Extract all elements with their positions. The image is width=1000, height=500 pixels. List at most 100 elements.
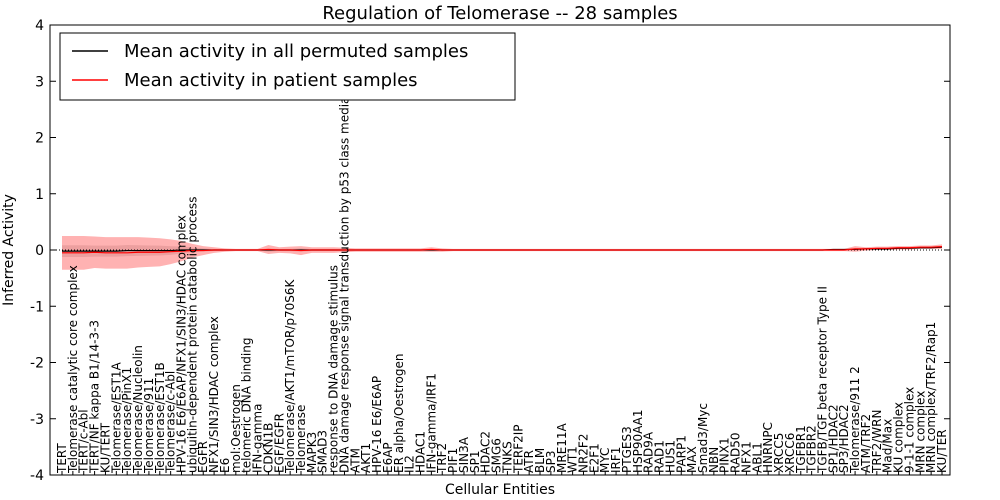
x-tick-label: MRN complex/TRF2/Rap1: [924, 322, 938, 473]
x-tick-label: TERT/c-Abl: [77, 409, 91, 474]
x-tick-label: TGFBR1: [794, 425, 808, 474]
x-tick-label: WT1: [566, 446, 580, 473]
y-tick-label: -2: [30, 356, 44, 372]
x-tick-label: MYC: [598, 448, 612, 473]
x-tick-label: KU complex: [892, 402, 906, 473]
x-tick-label: MAPK3: [305, 432, 319, 473]
y-tick-label: -3: [30, 412, 44, 428]
y-tick-label: 1: [35, 187, 44, 203]
x-tick-label: HPV-16 E6/E6AP/NFX1/SIN3/HDAC complex: [175, 215, 189, 473]
x-tick-label: HSP90AA1: [631, 409, 645, 473]
x-tick-label: 9-1-1 complex: [902, 387, 916, 473]
x-tick-label: PTGES3: [620, 426, 634, 473]
x-tick-label: Telomerase catalytic core complex: [66, 265, 80, 474]
legend-box: [59, 32, 516, 101]
permuted-band: [62, 245, 942, 258]
x-tick-label: ER alpha/Oestrogen: [392, 354, 406, 473]
y-tick-label: 2: [35, 131, 44, 147]
x-tick-label: MRN complex: [913, 391, 927, 473]
y-tick-label: -4: [30, 468, 44, 484]
x-tick-label: Telomerase/EST1B: [153, 362, 167, 474]
x-tick-label: HDAC1: [414, 431, 428, 473]
y-tick-label: 3: [35, 74, 44, 90]
x-tick-label: IFN-gamma/IRF1: [424, 373, 438, 473]
x-tick-label: Telomerase/EST1A: [109, 361, 123, 474]
x-tick-label: ATM: [348, 448, 362, 473]
x-tick-label: KU/TERT: [98, 422, 112, 473]
x-tick-label: TERF2IP: [511, 424, 525, 474]
x-tick-label: CDKN1B: [261, 423, 275, 473]
x-tick-label: RAD1: [653, 440, 667, 473]
x-tick-label: Telomerase/c-Abl: [164, 371, 178, 474]
x-tick-label: ubiquitin-dependent protein catabolic pr…: [185, 197, 199, 473]
x-tick-label: XRCC6: [783, 433, 797, 473]
x-tick-label: TERT/NF kappa B1/14-3-3: [88, 320, 102, 474]
x-tick-label: NFX1/SIN3/HDAC complex: [207, 316, 221, 473]
x-tick-label: SMG6: [490, 438, 504, 473]
x-tick-label: IRF1: [609, 447, 623, 473]
x-tick-label: Smad3/Myc: [696, 403, 710, 473]
x-tick-label: E6AP: [381, 442, 395, 473]
y-tick-label: 0: [35, 243, 44, 259]
x-tick-label: TRF2/WRN: [870, 410, 884, 474]
x-tick-label: Telomerase/911 2: [848, 366, 862, 474]
x-tick-label: SP1/HDAC2: [826, 404, 840, 473]
y-tick-label: 4: [35, 18, 44, 34]
x-tick-label: HDAC2: [479, 431, 493, 473]
x-tick-label: HPV-16 E6/E6AP: [370, 376, 384, 473]
x-tick-label: TGFBR2: [805, 425, 819, 474]
x-tick-label: E6: [218, 458, 232, 473]
x-tick-label: NFX1: [739, 441, 753, 473]
x-tick-label: ABL1: [750, 442, 764, 473]
x-tick-label: SIN3A: [457, 436, 471, 473]
x-tick-label: KU/TER: [935, 429, 949, 473]
x-tick-label: PARP1: [674, 435, 688, 473]
legend-entry: Mean activity in patient samples: [124, 70, 418, 91]
x-tick-label: BLM: [533, 448, 547, 473]
legend-entry: Mean activity in all permuted samples: [124, 41, 468, 62]
x-tick-label: ATR: [522, 450, 536, 473]
x-tick-label: MRE11A: [555, 422, 569, 473]
x-tick-label: RAD50: [729, 432, 743, 473]
x-tick-label: E2F1: [587, 443, 601, 473]
x-tick-label: TNKS: [500, 441, 514, 474]
x-tick-label: Telomerase/Nucleolin: [131, 345, 145, 474]
x-tick-label: response to DNA damage stimulus: [327, 265, 341, 473]
legend: Mean activity in all permuted samples Mea…: [59, 32, 516, 101]
x-axis-label: Cellular Entities: [445, 482, 555, 498]
x-tick-label: Mad/Max: [881, 419, 895, 473]
x-tick-label: TGFB/TGF beta receptor Type II: [815, 286, 829, 474]
x-tick-label: SP3/HDAC2: [837, 404, 851, 473]
x-tick-label: DNA damage response signal transduction …: [337, 80, 351, 473]
x-tick-label: Telomerase/PinX1: [120, 367, 134, 474]
x-tick-label: PINX1: [718, 437, 732, 473]
x-tick-label: Telomerase/AKT1/mTOR/p70S6K: [283, 278, 297, 474]
x-tick-label: HNRNPC: [761, 422, 775, 473]
y-axis-label: Inferred Activity: [1, 194, 17, 306]
x-tick-label: mol:Oestrogen: [229, 384, 243, 473]
x-tick-label: EGFR: [196, 441, 210, 473]
series-line-patient: [62, 246, 943, 254]
x-tick-label: SMAD3: [316, 430, 330, 473]
x-tick-label: Telomerase: [294, 405, 308, 474]
y-tick-label: -1: [30, 299, 44, 315]
x-tick-label: SP3: [544, 451, 558, 474]
x-tick-label: HUS1: [663, 440, 677, 473]
x-tick-label: EGF/EGFR: [272, 413, 286, 473]
x-tick-label: NBN: [707, 447, 721, 473]
x-tick-label: AKT1: [359, 443, 373, 473]
x-tick-label: MAX: [685, 446, 699, 473]
x-tick-label: TERT: [55, 443, 69, 474]
x-tick-label: SP1: [468, 451, 482, 474]
x-tick-label: IFN-gamma: [251, 404, 265, 473]
x-tick-label: TRF2: [435, 443, 449, 474]
chart-title: Regulation of Telomerase -- 28 samples: [322, 3, 677, 24]
x-tick-label: PIF1: [446, 448, 460, 473]
x-tick-label: ATM/TRF2: [859, 414, 873, 473]
x-tick-label: RAD9A: [642, 431, 656, 473]
x-tick-label: NR2F2: [576, 434, 590, 474]
x-tick-label: IL2: [403, 455, 417, 473]
x-tick-label: telomeric DNA binding: [240, 338, 254, 474]
x-tick-label: XRCC5: [772, 433, 786, 473]
